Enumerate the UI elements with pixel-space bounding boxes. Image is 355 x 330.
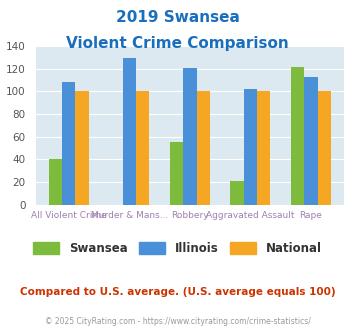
Text: 2019 Swansea: 2019 Swansea	[116, 10, 239, 25]
Bar	[76, 91, 89, 205]
Bar	[318, 91, 331, 205]
Text: Violent Crime Comparison: Violent Crime Comparison	[66, 36, 289, 51]
Text: © 2025 CityRating.com - https://www.cityrating.com/crime-statistics/: © 2025 CityRating.com - https://www.city…	[45, 317, 310, 326]
Legend: Swansea, Illinois, National: Swansea, Illinois, National	[29, 237, 326, 260]
Bar	[244, 89, 257, 205]
Bar	[291, 67, 304, 205]
Text: All Violent Crime: All Violent Crime	[31, 211, 107, 220]
Bar	[123, 57, 136, 205]
Bar	[183, 68, 197, 205]
Text: Compared to U.S. average. (U.S. average equals 100): Compared to U.S. average. (U.S. average …	[20, 287, 335, 297]
Text: Robbery: Robbery	[171, 211, 209, 220]
Bar	[257, 91, 271, 205]
Bar	[230, 181, 244, 205]
Text: Aggravated Assault: Aggravated Assault	[206, 211, 295, 220]
Text: Murder & Mans...: Murder & Mans...	[91, 211, 168, 220]
Bar	[49, 159, 62, 205]
Bar	[170, 142, 183, 205]
Bar	[62, 82, 76, 205]
Bar	[304, 77, 318, 205]
Text: Rape: Rape	[300, 211, 322, 220]
Bar	[136, 91, 149, 205]
Bar	[197, 91, 210, 205]
